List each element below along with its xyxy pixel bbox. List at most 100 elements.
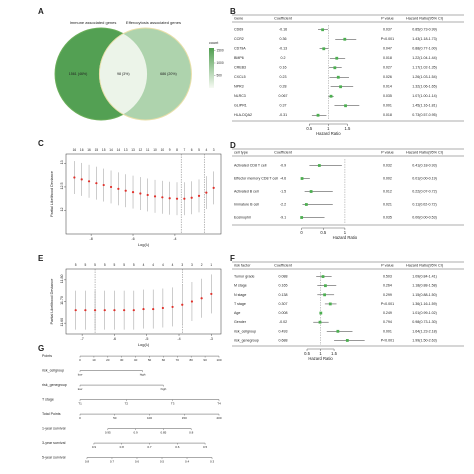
top-count: 5 <box>123 263 125 267</box>
top-count: 5 <box>114 263 116 267</box>
column-header: Coefficient <box>274 151 293 155</box>
p-value: 0.037 <box>383 28 392 32</box>
coefficient: 0.688 <box>279 338 288 342</box>
column-header: Hazard Ratio(95% CI) <box>406 264 444 268</box>
row-name: N stage <box>234 293 246 297</box>
hr-label: 0.98(0.73-1.30) <box>412 320 437 324</box>
x-tick-label: -4 <box>177 337 180 341</box>
x-axis-label: Hazard Ratio <box>333 235 358 240</box>
top-count: 16 <box>73 148 77 152</box>
scale-tick-label: low <box>78 372 83 376</box>
scale-tick-label: 0.4 <box>185 459 190 463</box>
p-value: 0.018 <box>383 113 392 117</box>
scale-tick-label: T2 <box>125 401 129 405</box>
top-count: 12 <box>139 148 143 152</box>
hazard-point <box>336 75 340 79</box>
panel-letter: B <box>230 7 236 16</box>
scale-tick-label: 80 <box>190 358 194 362</box>
hazard-point <box>336 329 340 333</box>
p-value: 0.047 <box>383 47 392 51</box>
scale-tick-label: 0.6 <box>135 459 140 463</box>
coefficient: -0.16 <box>279 28 287 32</box>
cv-point <box>84 309 87 312</box>
p-value: 0.035 <box>383 215 392 219</box>
top-count: 8 <box>176 148 178 152</box>
hazard-point <box>339 85 342 89</box>
row-name: BMP6 <box>234 56 244 60</box>
row-name: 1-year survival <box>42 427 66 431</box>
column-header: cell type <box>234 151 248 155</box>
hazard-point <box>333 66 337 70</box>
top-count: 4 <box>152 263 154 267</box>
p-value: 0.021 <box>383 202 392 206</box>
hazard-point <box>300 177 304 180</box>
legend-tick-label: 1500 <box>217 48 224 52</box>
hazard-point <box>324 284 327 288</box>
x-tick-label: 0.5 <box>304 351 310 356</box>
top-count: 4 <box>172 263 174 267</box>
hr-label: 1.15(0.88-1.50) <box>412 293 437 297</box>
top-count: 5 <box>84 263 86 267</box>
hr-label: 1.07(1.00-1.14) <box>412 94 437 98</box>
hr-label: 1.64(1.23-2.18) <box>412 329 437 333</box>
scale-tick-label: T4 <box>217 401 221 405</box>
top-count: 7 <box>183 148 185 152</box>
top-count: 2 <box>201 263 203 267</box>
hr-label: 0.88(0.77-1.00) <box>412 47 437 51</box>
hr-label: 0.01(0.00-0.19) <box>412 176 437 180</box>
y-axis-label: Partial Likelihood Deviance <box>50 171 54 217</box>
cv-point <box>103 309 106 312</box>
coefficient: 0.088 <box>279 275 288 279</box>
top-count: 11 <box>146 148 150 152</box>
x-tick-label: 1.5 <box>331 351 337 356</box>
row-name: T stage <box>42 398 54 402</box>
row-name: CREB3 <box>234 66 246 70</box>
row-name: risk_genegroup <box>234 338 259 342</box>
x-tick-label: 0.5 <box>320 230 326 235</box>
cv-point <box>171 305 174 309</box>
top-count: 4 <box>162 263 164 267</box>
x-axis-label: Log(λ) <box>138 342 150 347</box>
x-tick-label: -8 <box>90 237 93 241</box>
coefficient: 0.23 <box>280 75 287 79</box>
cv-point <box>205 191 208 194</box>
hr-label: 1.99(1.50-2.63) <box>412 338 437 342</box>
row-name: Activated CD8 T cell <box>234 163 267 167</box>
hr-label: 1.22(1.04-1.44) <box>412 56 437 60</box>
coefficient: -4.6 <box>280 176 286 180</box>
x-axis-label: Log(λ) <box>138 242 150 247</box>
cv-point <box>168 197 171 200</box>
top-count: 4 <box>205 148 207 152</box>
coefficient: 0.28 <box>280 85 287 89</box>
row-name: risk_genegroup <box>42 383 67 387</box>
panel-letter: F <box>230 254 235 263</box>
p-value: 0.026 <box>383 75 392 79</box>
row-name: CCR2 <box>234 37 244 41</box>
intersection-region <box>99 28 148 120</box>
top-count: 5 <box>75 263 77 267</box>
row-name: Gender <box>234 320 247 324</box>
p-value: 0.035 <box>383 94 392 98</box>
legend-tick-label: 1000 <box>217 61 224 65</box>
cv-point <box>197 194 201 197</box>
hazard-point <box>345 339 349 342</box>
column-header: Coefficient <box>274 264 293 268</box>
top-count: 10 <box>161 148 165 152</box>
p-value: 0.001 <box>383 104 392 108</box>
hr-label: 1.09(0.84-1.41) <box>412 275 437 279</box>
top-count: 15 <box>95 148 99 152</box>
hazard-point <box>321 28 325 32</box>
top-count: 3 <box>213 148 215 152</box>
cv-point <box>124 189 127 192</box>
scale-tick-label: 50 <box>148 358 152 362</box>
cv-point <box>113 309 116 312</box>
top-count: 6 <box>191 148 193 152</box>
column-header: Hazard Ratio(95% CI) <box>406 17 444 21</box>
cv-point <box>175 197 179 200</box>
cv-point <box>142 307 145 311</box>
scale-tick-label: 10 <box>92 358 96 362</box>
top-count: 15 <box>102 148 106 152</box>
coefficient: 0.307 <box>279 302 288 306</box>
coefficient: -0.02 <box>279 320 287 324</box>
